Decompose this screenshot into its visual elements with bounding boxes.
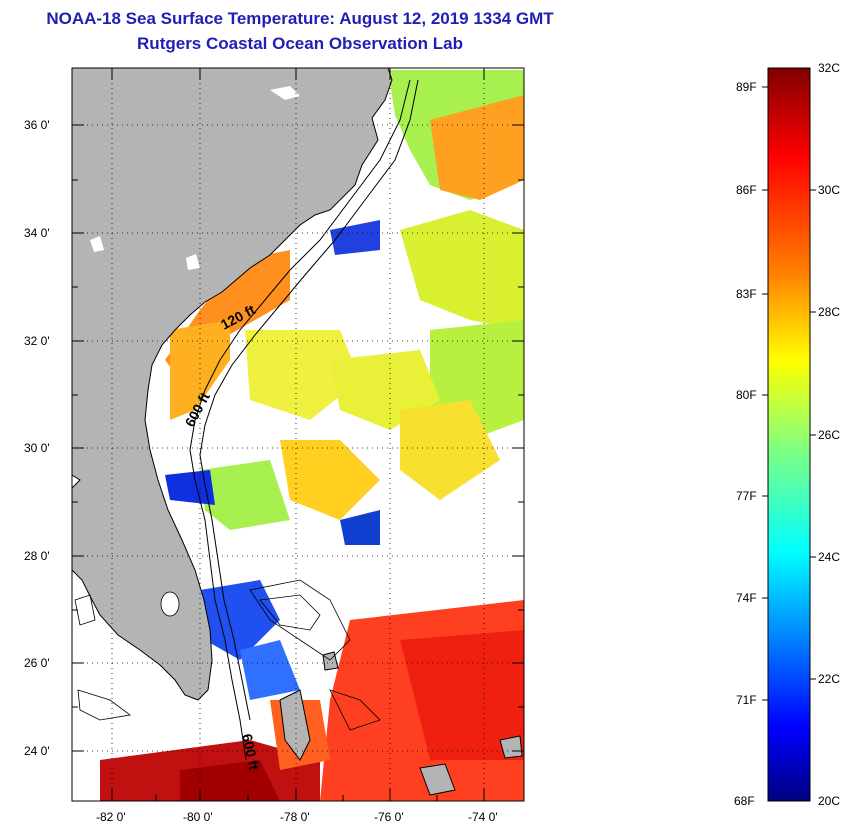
lat-label: 28 0' bbox=[24, 549, 50, 563]
lon-label: -76 0' bbox=[374, 810, 404, 824]
lat-label: 26 0' bbox=[24, 656, 50, 670]
colorbar-f-label: 71F bbox=[736, 693, 757, 707]
colorbar-c-label: 20C bbox=[818, 794, 841, 808]
lat-label: 36 0' bbox=[24, 118, 50, 132]
colorbar-c-label: 28C bbox=[818, 305, 841, 319]
colorbar-f-label: 86F bbox=[736, 183, 757, 197]
lat-label: 30 0' bbox=[24, 441, 50, 455]
colorbar-c-label: 30C bbox=[818, 183, 841, 197]
lat-label: 34 0' bbox=[24, 226, 50, 240]
lat-label: 24 0' bbox=[24, 744, 50, 758]
colorbar-f-label: 80F bbox=[736, 388, 757, 402]
colorbar-f-label: 89F bbox=[736, 80, 757, 94]
lon-label: -74 0' bbox=[468, 810, 498, 824]
isobath-label: 600 ft bbox=[239, 732, 262, 771]
map-panel bbox=[72, 68, 524, 801]
colorbar-f-label: 83F bbox=[736, 287, 757, 301]
colorbar-c-label: 22C bbox=[818, 672, 841, 686]
lon-ticks bbox=[111, 68, 485, 801]
land-mass bbox=[72, 68, 393, 701]
colorbar-f-label: 68F bbox=[734, 794, 755, 808]
map-title: NOAA-18 Sea Surface Temperature: August … bbox=[46, 9, 554, 28]
lon-label: -78 0' bbox=[280, 810, 310, 824]
lon-label: -82 0' bbox=[96, 810, 126, 824]
colorbar-ticks bbox=[762, 86, 816, 701]
colorbar-c-label: 32C bbox=[818, 61, 841, 75]
colorbar-f-label: 74F bbox=[736, 591, 757, 605]
lon-label: -80 0' bbox=[183, 810, 213, 824]
lat-ticks bbox=[72, 124, 524, 752]
colorbar-c-label: 26C bbox=[818, 428, 841, 442]
colorbar bbox=[767, 67, 811, 802]
colorbar-f-label: 77F bbox=[736, 489, 757, 503]
map-subtitle: Rutgers Coastal Ocean Observation Lab bbox=[137, 34, 463, 53]
graticule bbox=[72, 68, 524, 801]
colorbar-c-label: 24C bbox=[818, 550, 841, 564]
lat-label: 32 0' bbox=[24, 334, 50, 348]
map-frame bbox=[71, 67, 525, 802]
